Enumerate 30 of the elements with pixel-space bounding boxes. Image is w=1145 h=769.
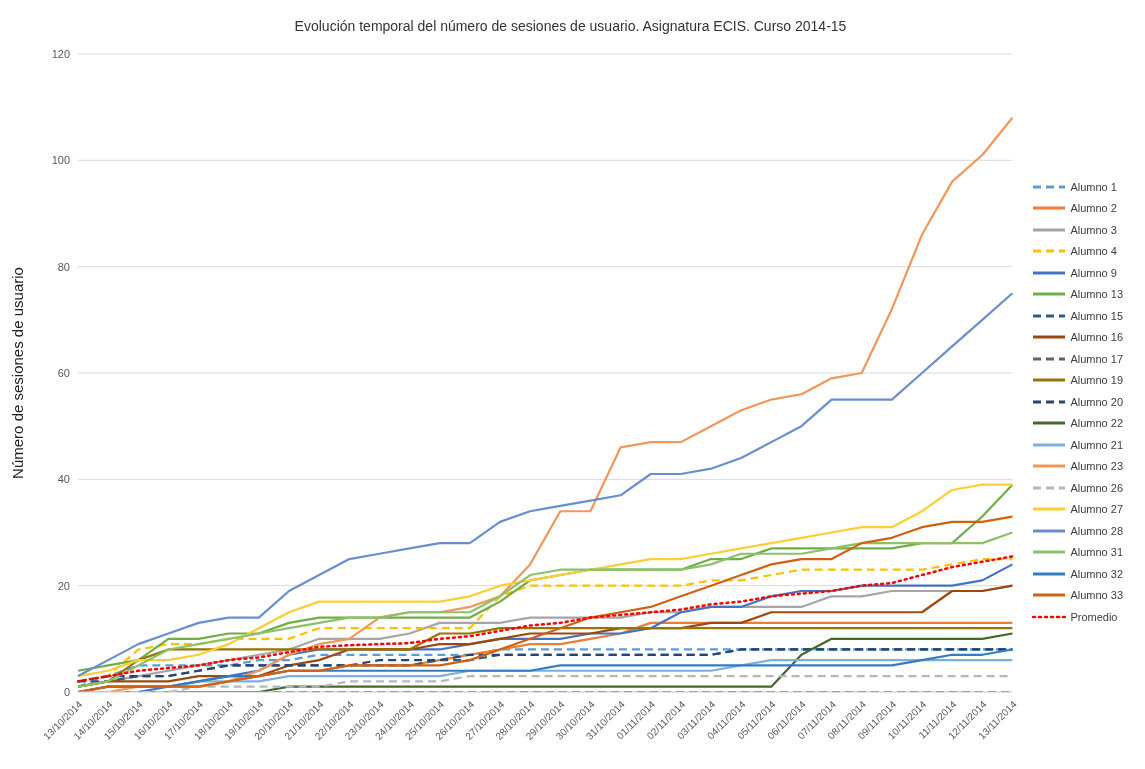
legend-label: Alumno 31 — [1070, 546, 1123, 558]
y-tick-label: 0 — [63, 685, 70, 698]
legend-label: Alumno 33 — [1070, 589, 1123, 601]
legend-label: Alumno 32 — [1070, 567, 1123, 580]
y-tick-label: 20 — [57, 579, 70, 592]
y-axis-title: Número de sesiones de usuario — [9, 267, 27, 479]
legend-label: Alumno 1 — [1070, 180, 1117, 193]
y-tick-label: 100 — [51, 154, 70, 167]
legend-label: Alumno 27 — [1070, 503, 1123, 515]
legend-label: Alumno 23 — [1070, 460, 1123, 472]
legend-label: Alumno 3 — [1070, 223, 1117, 236]
legend-label: Alumno 20 — [1070, 395, 1123, 408]
legend-label: Alumno 16 — [1070, 331, 1123, 343]
legend-label: Alumno 4 — [1070, 245, 1117, 257]
y-tick-label: 60 — [57, 366, 70, 379]
y-tick-label: 40 — [57, 473, 70, 486]
chart-title: Evolución temporal del número de sesiones de usuario. Asignatura ECIS. Curso 2014-15 — [293, 17, 848, 36]
legend-label: Alumno 17 — [1070, 352, 1123, 365]
y-tick-label: 120 — [51, 47, 70, 60]
legend-label: Alumno 26 — [1070, 481, 1123, 494]
legend-label: Alumno 19 — [1070, 374, 1123, 386]
legend-label: Alumno 15 — [1070, 309, 1123, 322]
legend-label: Alumno 21 — [1070, 438, 1123, 451]
legend-label: Alumno 9 — [1070, 266, 1117, 279]
legend-label: Alumno 13 — [1070, 288, 1123, 300]
y-tick-label: 80 — [57, 260, 70, 273]
legend-label: Alumno 22 — [1070, 417, 1123, 429]
legend-label: Alumno 2 — [1070, 202, 1117, 214]
legend-label: Promedio — [1070, 610, 1118, 623]
legend-label: Alumno 28 — [1070, 524, 1123, 537]
